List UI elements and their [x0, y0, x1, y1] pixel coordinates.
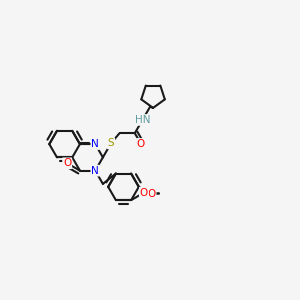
Text: HN: HN [135, 115, 150, 125]
Text: O: O [140, 188, 148, 198]
Text: N: N [92, 139, 99, 149]
Text: N: N [92, 166, 99, 176]
Text: O: O [147, 189, 156, 199]
Text: S: S [108, 138, 114, 148]
Text: O: O [63, 158, 71, 168]
Text: O: O [137, 139, 145, 149]
